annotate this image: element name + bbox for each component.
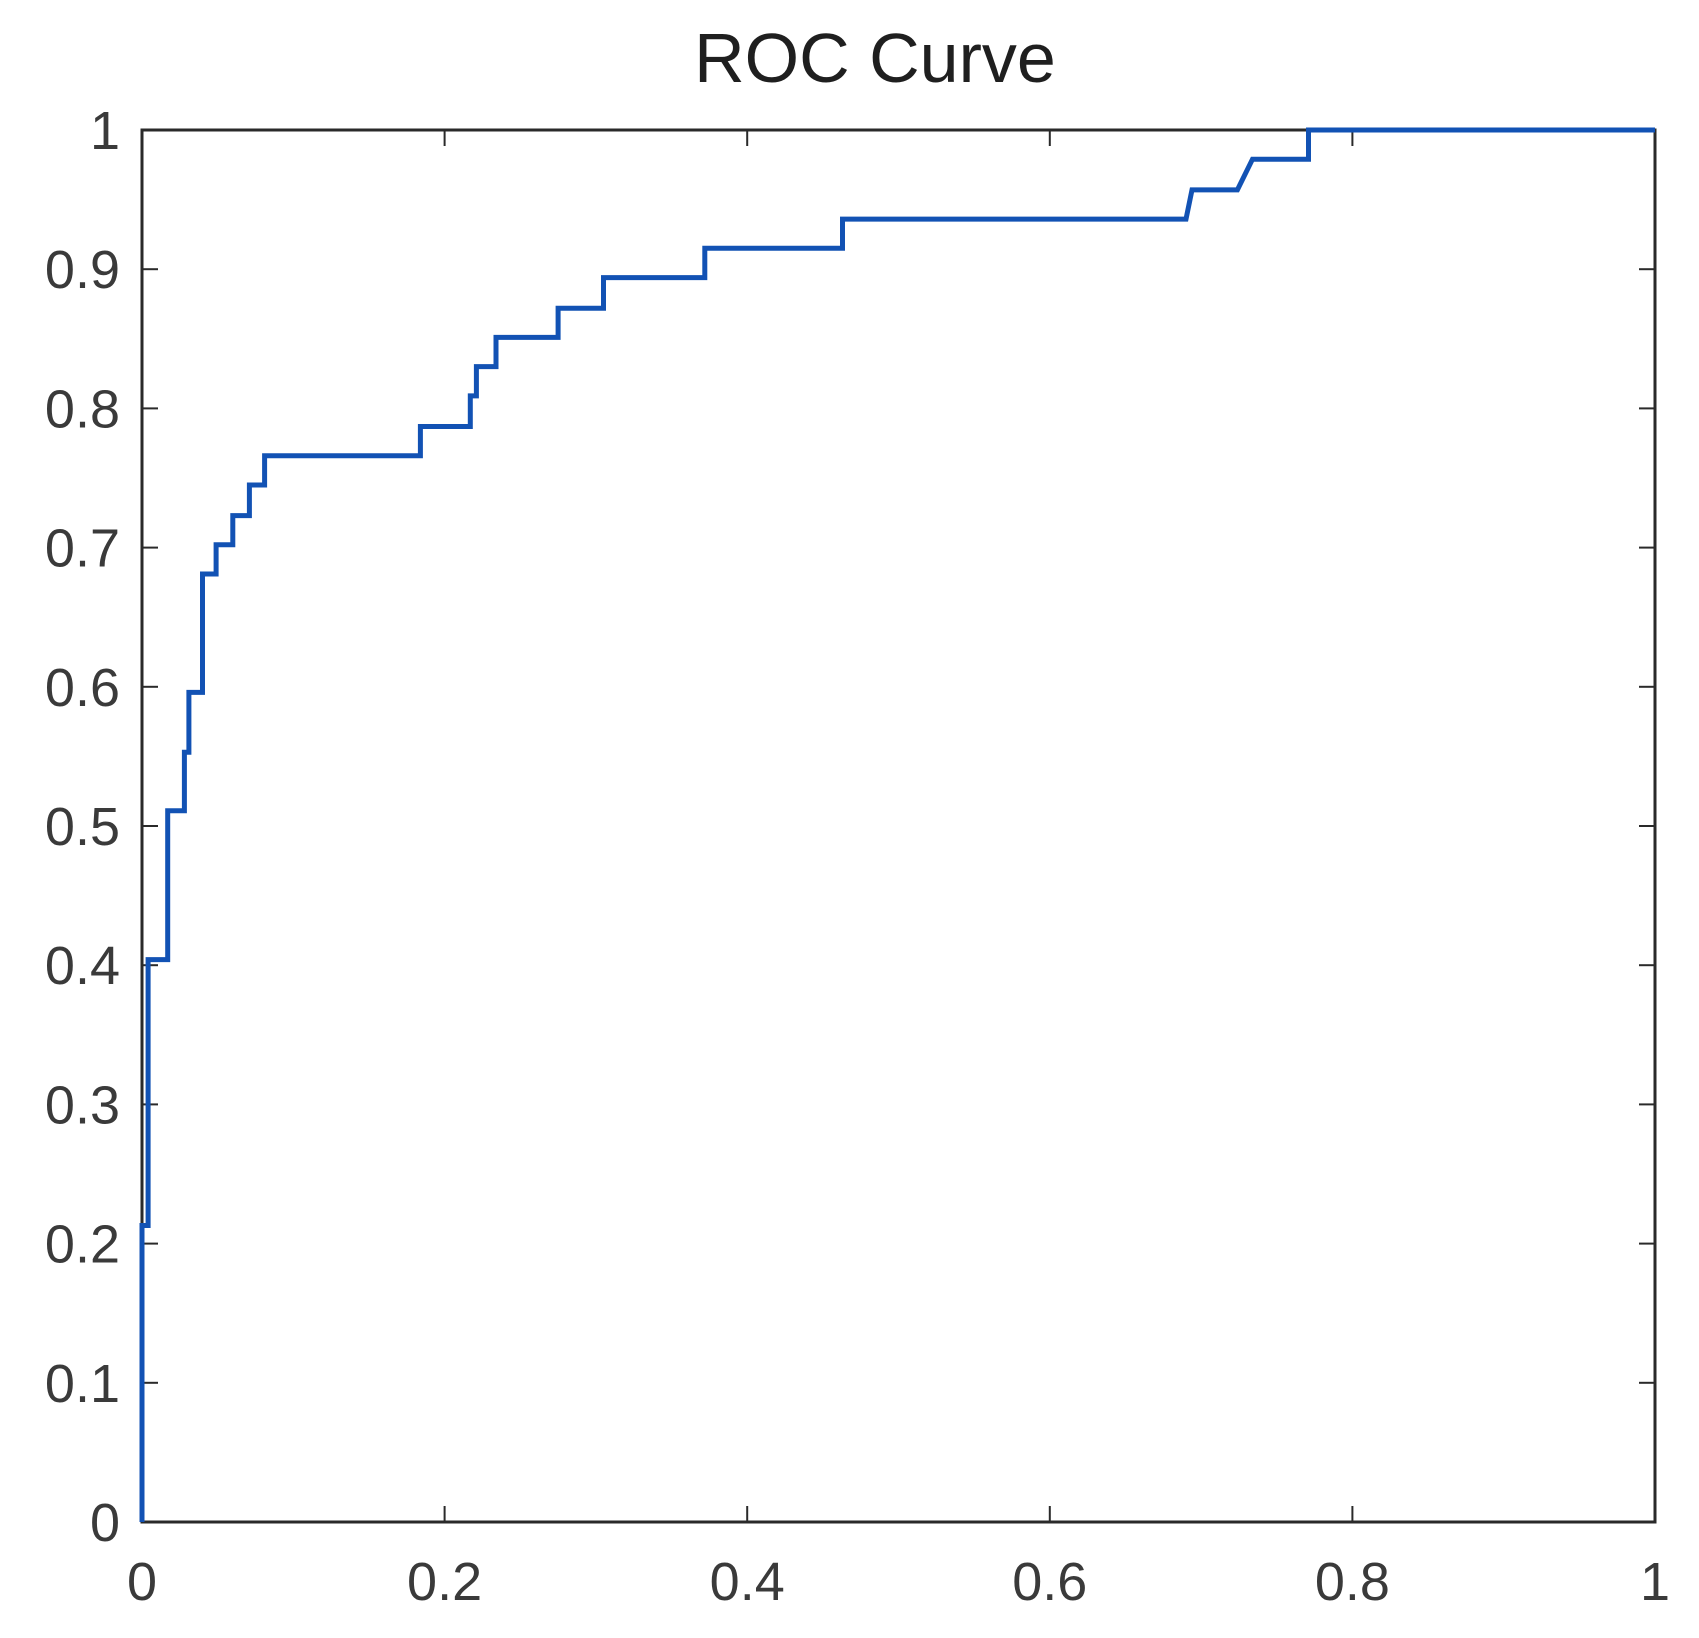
x-tick-label: 0.6 [1012, 1552, 1087, 1612]
x-tick-label: 0.8 [1315, 1552, 1390, 1612]
y-tick-label: 1 [90, 101, 120, 161]
y-tick-label: 0.7 [45, 519, 120, 579]
x-tick-label: 0.2 [407, 1552, 482, 1612]
chart-title: ROC Curve [694, 19, 1056, 97]
y-tick-label: 0.8 [45, 379, 120, 439]
x-tick-label: 0.4 [710, 1552, 785, 1612]
roc-curve-line [139, 127, 1655, 1522]
x-tick-label: 0 [127, 1552, 157, 1612]
series-layer [139, 127, 1655, 1522]
y-tick-label: 0.4 [45, 936, 120, 996]
y-tick-label: 0 [90, 1493, 120, 1553]
y-tick-label: 0.9 [45, 240, 120, 300]
y-tick-label: 0.6 [45, 658, 120, 718]
x-tick-label: 1 [1640, 1552, 1670, 1612]
y-tick-label: 0.2 [45, 1215, 120, 1275]
y-tick-label: 0.3 [45, 1075, 120, 1135]
y-tick-label: 0.1 [45, 1354, 120, 1414]
axis-labels-layer: 0 0.2 0.4 0.6 0.8 1 0 0.1 0.2 0.3 0.4 0.5 0.6 0.7 0.8 0… [45, 101, 1670, 1612]
y-tick-label: 0.5 [45, 797, 120, 857]
